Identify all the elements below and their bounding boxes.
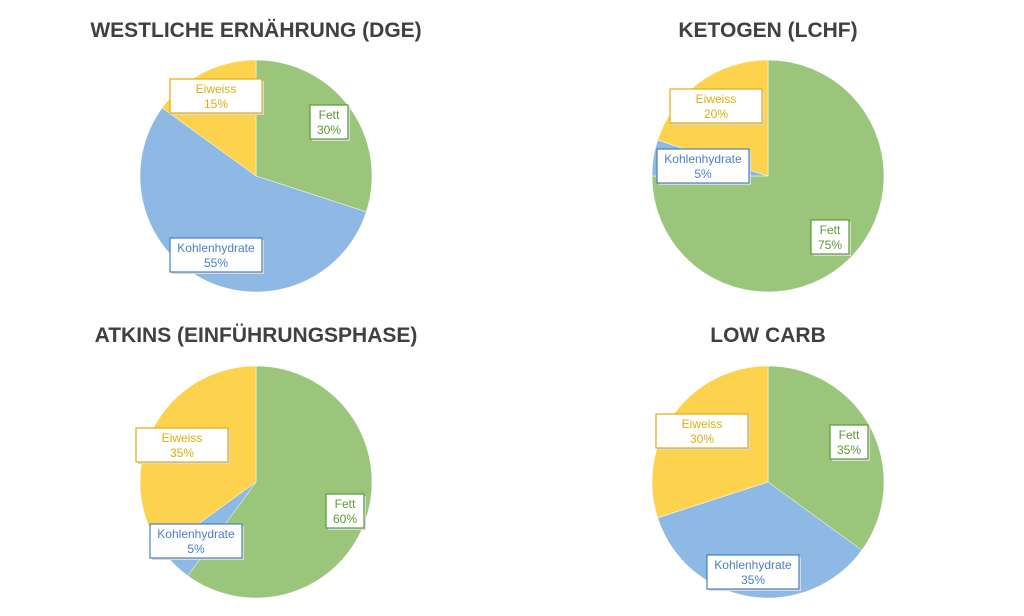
data-label-name: Eiweiss	[696, 92, 737, 106]
data-label-name: Fett	[820, 223, 841, 237]
data-label-value: 15%	[204, 97, 228, 111]
data-label-name: Kohlenhydrate	[714, 558, 792, 572]
data-label-name: Eiweiss	[196, 82, 237, 96]
chart-title: ATKINS (EINFÜHRUNGSPHASE)	[95, 324, 418, 347]
data-label-box	[669, 88, 763, 124]
data-label-value: 30%	[690, 432, 714, 446]
data-label-name: Eiweiss	[162, 431, 203, 445]
data-label-box	[169, 237, 263, 273]
data-label-name: Fett	[839, 428, 860, 442]
data-label-box	[309, 104, 349, 140]
pie-slice-fett	[767, 365, 885, 551]
data-label-box	[135, 427, 229, 463]
chart-title: WESTLICHE ERNÄHRUNG (DGE)	[90, 19, 421, 42]
data-label-value: 55%	[204, 256, 228, 270]
data-label-value: 60%	[333, 512, 357, 526]
data-label-box	[706, 554, 800, 590]
data-label-name: Fett	[319, 108, 340, 122]
chart-title: KETOGEN (LCHF)	[678, 19, 857, 42]
data-label-value: 75%	[818, 238, 842, 252]
data-label-name: Kohlenhydrate	[157, 527, 235, 541]
data-label-name: Kohlenhydrate	[664, 152, 742, 166]
chart-low-carb: LOW CARB Fett35%Kohlenhydrate35%Eiweiss3…	[651, 324, 885, 599]
chart-title: LOW CARB	[710, 324, 825, 347]
data-label-value: 35%	[170, 446, 194, 460]
data-label-box	[169, 78, 263, 114]
data-label-name: Fett	[335, 497, 356, 511]
data-label-value: 35%	[837, 443, 861, 457]
data-label-name: Kohlenhydrate	[177, 241, 255, 255]
data-label-box	[656, 148, 750, 184]
data-label-box	[655, 413, 749, 449]
data-label-box	[149, 523, 243, 559]
data-label-value: 20%	[704, 107, 728, 121]
data-label-box	[810, 219, 850, 255]
data-label-box	[829, 424, 869, 460]
data-label-value: 5%	[694, 167, 712, 181]
data-label-name: Eiweiss	[682, 417, 723, 431]
data-label-value: 30%	[317, 123, 341, 137]
data-label-value: 5%	[187, 542, 205, 556]
data-label-box	[325, 493, 365, 529]
data-label-value: 35%	[741, 573, 765, 587]
